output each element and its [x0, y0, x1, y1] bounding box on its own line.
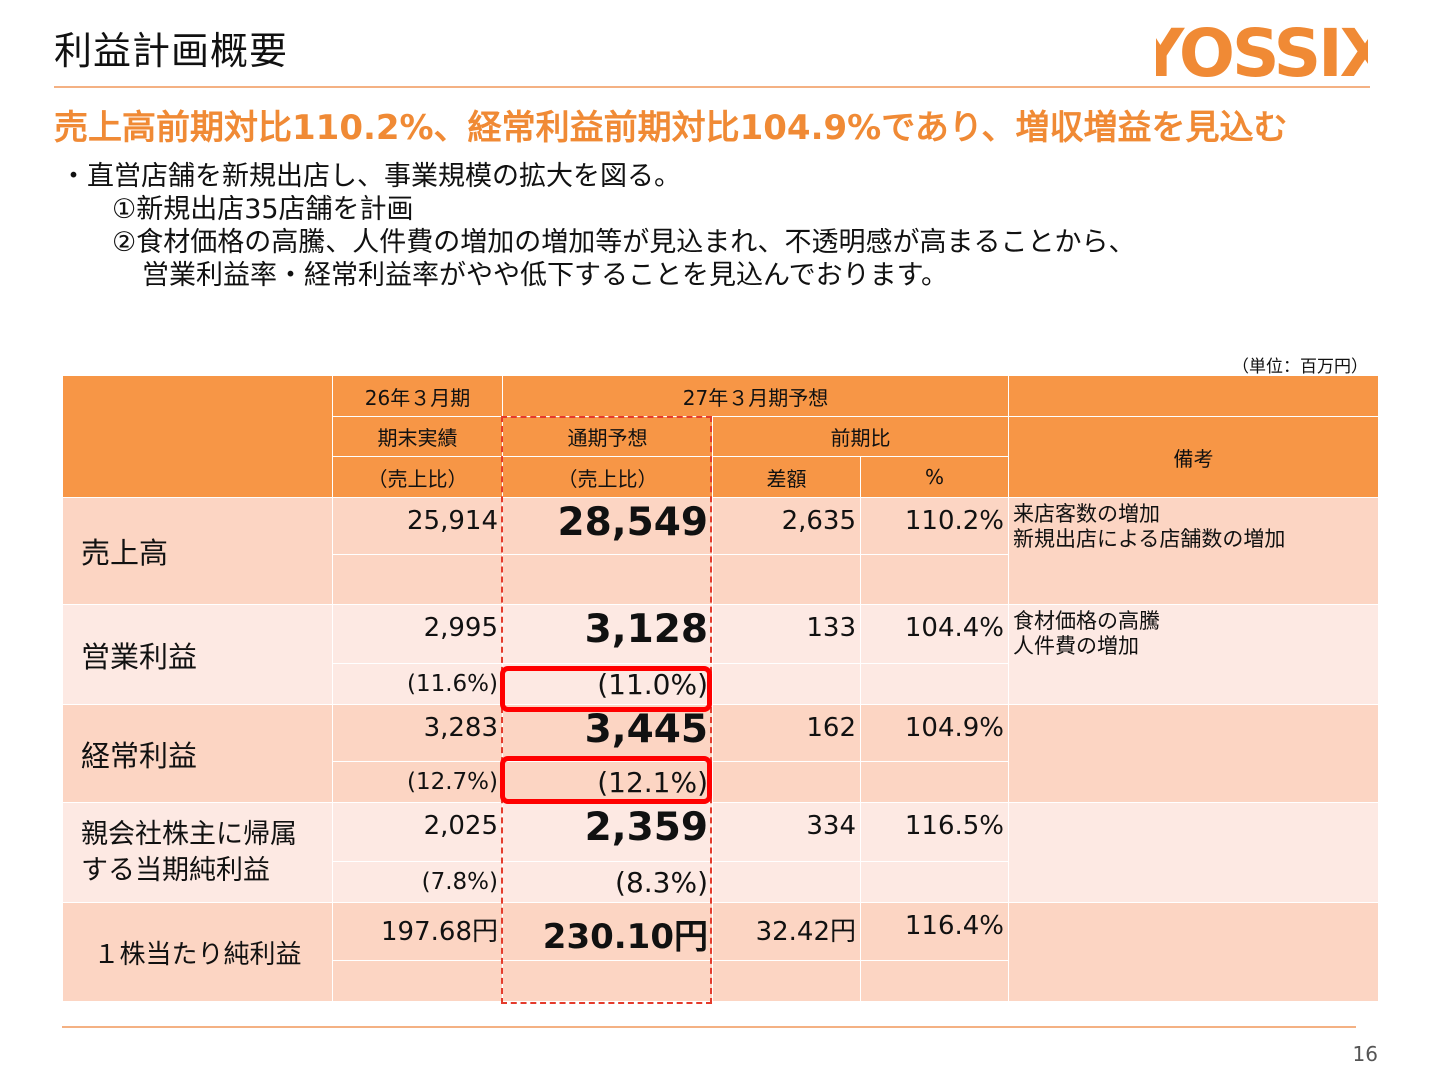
cell-note-op: 食材価格の高騰 人件費の増加 [1008, 604, 1380, 705]
cell-forecast-net: 2,359 [502, 802, 713, 862]
row-label-sales: 売上高 [62, 497, 333, 605]
cell-prev-ratio-eps [332, 960, 503, 1002]
cell-diff-op: 133 [712, 604, 861, 664]
body-line-3: ②食材価格の高騰、人件費の増加の増加等が見込まれ、不透明感が高まることから、 [112, 227, 1136, 258]
cell-prev-ratio-net: (7.8%) [332, 861, 503, 903]
cell-prev-sales: 25,914 [332, 497, 503, 555]
row-label-line: 親会社株主に帰属 [81, 818, 297, 850]
page-title: 利益計画概要 [54, 29, 289, 73]
note-line: 食材価格の高騰 [1013, 609, 1161, 633]
cell-forecast-ratio-op: (11.0%) [502, 663, 713, 705]
cell-forecast-sales: 28,549 [502, 497, 713, 555]
note-line: 来店客数の増加 [1013, 502, 1161, 526]
unit-note: （単位：百万円） [1232, 357, 1368, 377]
page-number: 16 [1352, 1042, 1378, 1066]
bottom-divider [62, 1026, 1356, 1028]
header-corner [62, 375, 333, 498]
cell-note-sales: 来店客数の増加 新規出店による店舗数の増加 [1008, 497, 1380, 605]
headline: 売上高前期対比110.2%、経常利益前期対比104.9%であり、増収増益を見込む [54, 108, 1288, 148]
yossix-logo: YOSSIX [1156, 16, 1368, 84]
cell-pct-sales: 110.2% [859, 497, 1010, 555]
cell-prev-ratio-op: (11.6%) [332, 663, 503, 705]
cell-prev-ordinary: 3,283 [332, 704, 503, 762]
cell-prev-ratio-sales [332, 554, 503, 605]
svg-text:YOSSIX: YOSSIX [1156, 16, 1368, 84]
row-label-ordinary-profit: 経常利益 [62, 704, 333, 803]
cell-pct-net: 116.5% [859, 802, 1010, 862]
row-label-line: する当期純利益 [81, 854, 270, 886]
header-forecast-group: 27年３月期予想 [501, 375, 1010, 417]
cell-diff-sales: 2,635 [712, 497, 861, 555]
note-line: 人件費の増加 [1013, 634, 1140, 658]
cell-diff-ordinary: 162 [712, 704, 861, 762]
header-prev-ratio: （売上比） [332, 456, 503, 498]
cell-forecast-eps: 230.10円 [502, 902, 713, 961]
body-line-2: ①新規出店35店舗を計画 [112, 194, 414, 225]
header-remarks: 備考 [1008, 416, 1380, 498]
cell-prev-ratio-ordinary: (12.7%) [332, 761, 503, 803]
cell-prev-net: 2,025 [332, 802, 503, 862]
cell-diff-net: 334 [712, 802, 861, 862]
cell-pct-ordinary: 104.9% [859, 704, 1010, 762]
cell-forecast-ordinary: 3,445 [502, 704, 713, 762]
header-forecast-ratio: （売上比） [502, 456, 713, 498]
header-prev-year: 26年３月期 [332, 375, 503, 417]
profit-plan-table: 26年３月期 27年３月期予想 期末実績 通期予想 前期比 備考 （売上比） （… [62, 375, 1380, 1002]
row-label-operating-profit: 営業利益 [62, 604, 333, 705]
header-prev-actual: 期末実績 [332, 416, 503, 457]
cell-forecast-ratio-net: (8.3%) [502, 861, 713, 903]
header-percent: % [859, 456, 1010, 498]
header-yoy: 前期比 [711, 416, 1010, 457]
body-line-4: 営業利益率・経常利益率がやや低下することを見込んでおります。 [142, 260, 948, 291]
cell-note-eps [1008, 902, 1380, 1002]
cell-forecast-ratio-sales [502, 554, 713, 605]
header-remarks-top [1008, 375, 1380, 417]
cell-diff-eps: 32.42円 [712, 902, 861, 961]
cell-forecast-op: 3,128 [502, 604, 713, 664]
body-line-1: ・直営店舗を新規出店し、事業規模の拡大を図る。 [60, 161, 681, 192]
body-text: ・直営店舗を新規出店し、事業規模の拡大を図る。 ①新規出店35店舗を計画 ②食材… [60, 160, 1135, 292]
header-diff: 差額 [712, 456, 861, 498]
cell-note-ordinary [1008, 704, 1380, 803]
note-line: 新規出店による店舗数の増加 [1013, 527, 1286, 551]
cell-forecast-ratio-ordinary: (12.1%) [502, 761, 713, 803]
header-forecast-full: 通期予想 [502, 416, 713, 457]
cell-pct-eps: 116.4% [859, 902, 1010, 961]
cell-pct-op: 104.4% [859, 604, 1010, 664]
row-label-eps: １株当たり純利益 [62, 902, 333, 1002]
top-divider [54, 86, 1370, 88]
cell-forecast-ratio-eps [502, 960, 713, 1002]
cell-note-net [1008, 802, 1380, 903]
cell-prev-op: 2,995 [332, 604, 503, 664]
row-label-net-income: 親会社株主に帰属 する当期純利益 [62, 802, 333, 903]
cell-prev-eps: 197.68円 [332, 902, 503, 961]
